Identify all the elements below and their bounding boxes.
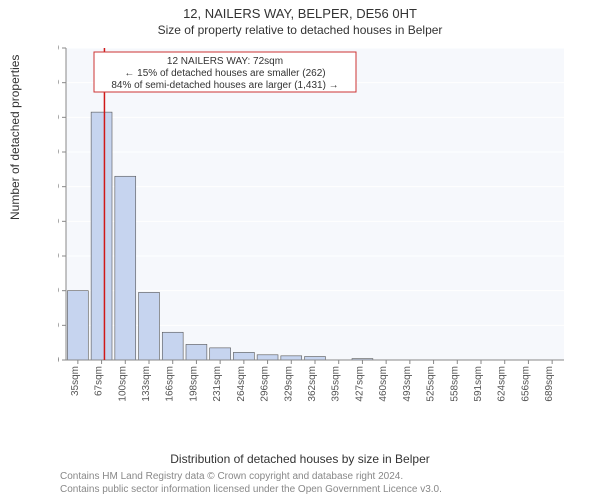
page-subtitle: Size of property relative to detached ho… xyxy=(0,21,600,41)
footer-credits: Contains HM Land Registry data © Crown c… xyxy=(60,470,580,496)
svg-text:362sqm: 362sqm xyxy=(307,366,318,402)
svg-text:296sqm: 296sqm xyxy=(260,366,271,402)
svg-text:800: 800 xyxy=(58,78,59,89)
svg-text:133sqm: 133sqm xyxy=(141,366,152,402)
svg-text:12 NAILERS WAY: 72sqm: 12 NAILERS WAY: 72sqm xyxy=(167,56,283,67)
chart-svg: 0 100 200 300 400 500 600 700 800 900 35sqm 67sqm 10… xyxy=(58,42,578,412)
svg-text:689sqm: 689sqm xyxy=(544,366,555,402)
svg-text:100sqm: 100sqm xyxy=(117,366,128,402)
svg-text:84% of semi-detached houses ar: 84% of semi-detached houses are larger (… xyxy=(111,80,338,91)
chart-area: 0 100 200 300 400 500 600 700 800 900 35sqm 67sqm 10… xyxy=(58,42,578,412)
svg-text:427sqm: 427sqm xyxy=(354,366,365,402)
svg-text:525sqm: 525sqm xyxy=(426,366,437,402)
page-title: 12, NAILERS WAY, BELPER, DE56 0HT xyxy=(0,0,600,21)
svg-text:329sqm: 329sqm xyxy=(283,366,294,402)
svg-text:400: 400 xyxy=(58,216,59,227)
svg-text:35sqm: 35sqm xyxy=(70,366,81,396)
svg-text:493sqm: 493sqm xyxy=(402,366,413,402)
svg-text:300: 300 xyxy=(58,251,59,262)
svg-text:500: 500 xyxy=(58,182,59,193)
svg-text:591sqm: 591sqm xyxy=(473,366,484,402)
svg-text:166sqm: 166sqm xyxy=(165,366,176,402)
svg-text:700: 700 xyxy=(58,112,59,123)
svg-text:67sqm: 67sqm xyxy=(94,366,105,396)
svg-text:100: 100 xyxy=(58,320,59,331)
svg-text:← 15% of detached houses are s: ← 15% of detached houses are smaller (26… xyxy=(124,68,325,79)
svg-text:198sqm: 198sqm xyxy=(188,366,199,402)
svg-text:231sqm: 231sqm xyxy=(212,366,223,402)
svg-text:395sqm: 395sqm xyxy=(331,366,342,402)
footer-line-2: Contains public sector information licen… xyxy=(60,483,580,496)
y-axis-label: Number of detached properties xyxy=(8,55,22,220)
svg-text:264sqm: 264sqm xyxy=(236,366,247,402)
footer-line-1: Contains HM Land Registry data © Crown c… xyxy=(60,470,580,483)
svg-text:558sqm: 558sqm xyxy=(449,366,460,402)
svg-text:200: 200 xyxy=(58,286,59,297)
svg-text:0: 0 xyxy=(58,355,59,366)
svg-text:656sqm: 656sqm xyxy=(520,366,531,402)
svg-text:460sqm: 460sqm xyxy=(378,366,389,402)
x-axis-label: Distribution of detached houses by size … xyxy=(0,452,600,466)
svg-text:600: 600 xyxy=(58,147,59,158)
svg-text:900: 900 xyxy=(58,43,59,54)
svg-text:624sqm: 624sqm xyxy=(497,366,508,402)
